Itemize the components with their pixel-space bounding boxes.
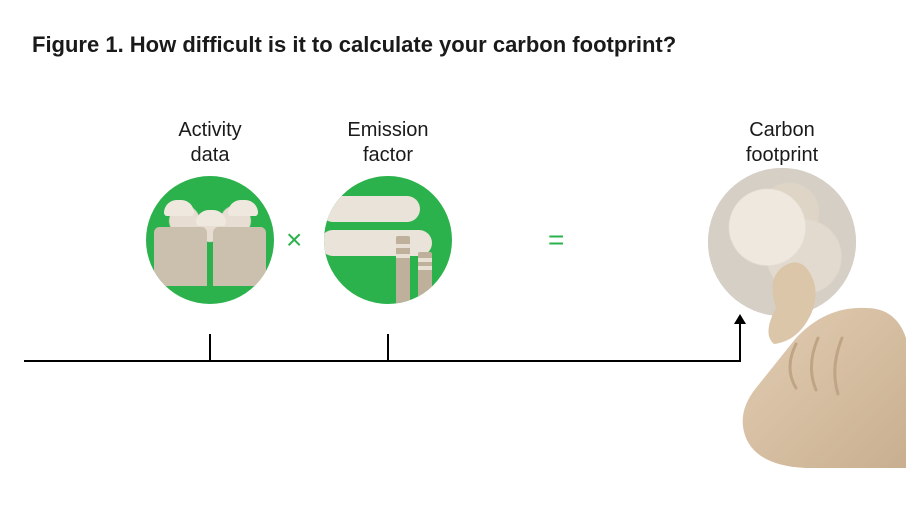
equals-operator: = — [548, 224, 564, 256]
activity-circle — [146, 176, 274, 304]
footprint-label-line2: footprint — [746, 144, 818, 166]
emission-label-line2: factor — [363, 144, 413, 166]
smoke-plume-icon — [324, 230, 432, 256]
arrow-head-icon — [734, 314, 746, 324]
figure-title: Figure 1. How difficult is it to calcula… — [32, 32, 676, 58]
footprint-label-line1: Carbon — [749, 119, 815, 141]
workers-icon — [146, 176, 274, 304]
hardhat-icon — [228, 200, 258, 216]
smokestack-icon — [418, 252, 432, 304]
hardhat-icon — [164, 200, 194, 216]
axis-tick — [387, 334, 389, 362]
smoke-sphere-icon — [708, 168, 856, 316]
smoke-plume-icon — [324, 196, 420, 222]
emission-circle — [324, 176, 452, 304]
activity-label-line1: Activity — [178, 119, 241, 141]
smokestack-icon — [396, 236, 410, 304]
emission-label: Emission factor — [318, 118, 458, 168]
footprint-circle — [708, 168, 856, 316]
footprint-label: Carbon footprint — [712, 118, 852, 168]
emission-label-line1: Emission — [347, 119, 428, 141]
activity-label: Activity data — [140, 118, 280, 168]
activity-label-line2: data — [191, 144, 230, 166]
arrow-stem — [739, 322, 741, 362]
axis-tick — [209, 334, 211, 362]
multiply-operator: × — [286, 224, 302, 256]
axis-line — [24, 360, 740, 362]
hardhat-icon — [196, 210, 226, 226]
